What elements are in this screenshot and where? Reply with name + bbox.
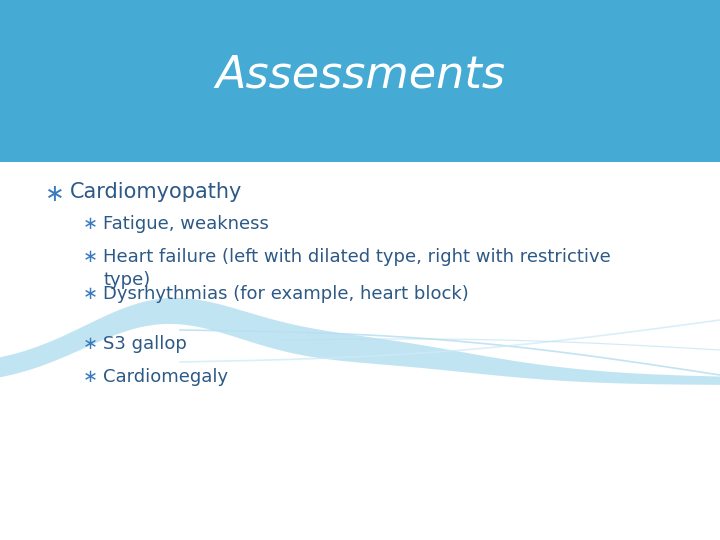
Text: ∗: ∗ (82, 335, 98, 353)
Text: ∗: ∗ (82, 368, 98, 386)
Polygon shape (0, 324, 720, 540)
Text: ∗: ∗ (82, 248, 98, 266)
Text: S3 gallop: S3 gallop (103, 335, 187, 353)
Text: ∗: ∗ (45, 182, 65, 206)
Text: Cardiomegaly: Cardiomegaly (103, 368, 228, 386)
Text: ∗: ∗ (82, 215, 98, 233)
Bar (0, 0, 720, 162)
Text: ∗: ∗ (82, 285, 98, 303)
Text: Heart failure (left with dilated type, right with restrictive
type): Heart failure (left with dilated type, r… (103, 248, 611, 289)
Text: Dysrhythmias (for example, heart block): Dysrhythmias (for example, heart block) (103, 285, 469, 303)
Polygon shape (0, 298, 720, 385)
Text: Fatigue, weakness: Fatigue, weakness (103, 215, 269, 233)
Text: Assessments: Assessments (215, 53, 505, 97)
Text: Cardiomyopathy: Cardiomyopathy (70, 182, 243, 202)
